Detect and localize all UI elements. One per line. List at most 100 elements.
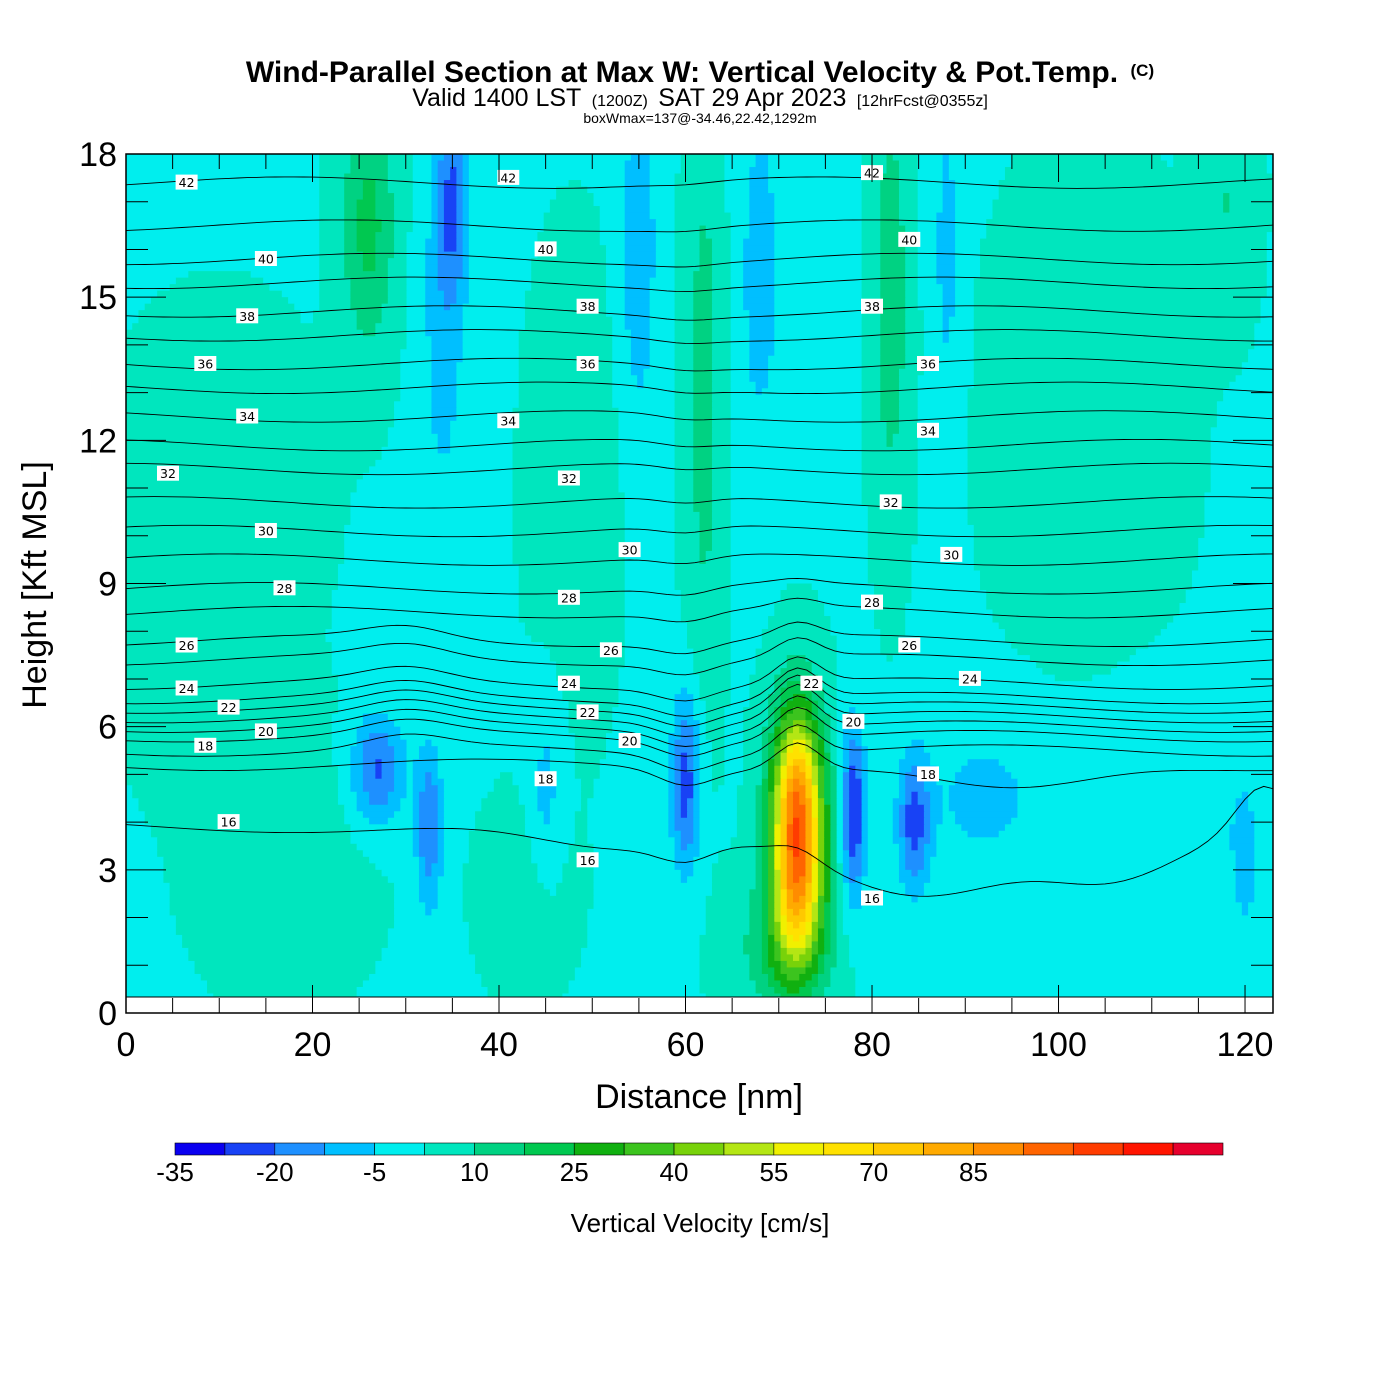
heatmap-cell [350,498,514,507]
heatmap-cell [693,472,713,480]
heatmap-cell [861,206,881,214]
theta-contour-24 [126,656,1273,702]
heatmap-cell [755,655,788,663]
heatmap-cell [400,349,433,357]
heatmap-cell [518,563,626,572]
heatmap-cell [842,733,863,741]
heatmap-cell [973,368,1243,376]
heatmap-cell [774,199,863,207]
heatmap-cell [587,186,626,194]
heatmap-cell [898,427,919,435]
heatmap-cell [786,882,807,890]
heatmap-cell [836,837,844,845]
heatmap-cell [412,186,433,194]
heatmap-cell [730,511,869,520]
heatmap-cell [699,785,713,793]
heatmap-cell [774,889,782,897]
heatmap-cell [867,544,913,552]
heatmap-cell [126,362,401,370]
heatmap-cell [437,889,464,897]
heatmap-cell [612,349,632,357]
heatmap-cell [126,167,320,175]
theta-label-box [576,356,599,371]
heatmap-cell [693,648,732,656]
theta-label-text: 22 [580,705,596,720]
heatmap-cell [693,310,713,318]
heatmap-cell [362,472,514,480]
heatmap-cell [711,271,732,279]
heatmap-cell [693,323,713,331]
heatmap-cell [450,427,514,435]
heatmap-cell [892,837,906,845]
heatmap-cell [512,518,626,526]
heatmap-cell [693,668,732,676]
heatmap-cell [680,590,732,598]
heatmap-cell [443,869,464,877]
theta-label-box [576,852,599,868]
heatmap-cell [649,284,676,292]
svg-text:Valid 1400 LST (1200Z): Valid 1400 LST (1200Z) SAT 29 Apr 2023 [… [412,84,988,112]
heatmap-cell [693,726,701,734]
heatmap-cell [693,759,701,767]
heatmap-cell [1210,485,1273,493]
heatmap-cell [693,772,701,780]
heatmap-cell [1248,798,1273,806]
heatmap-cell [674,401,694,409]
heatmap-cell [780,720,794,728]
heatmap-cell [911,739,925,747]
heatmap-cell [462,895,595,903]
heatmap-cell [755,817,763,825]
heatmap-cell [755,388,763,396]
heatmap-cell [992,616,1174,624]
heatmap-cell [518,583,626,591]
heatmap-cell [593,199,626,207]
heatmap-cell [830,785,838,793]
heatmap-cell [624,622,688,630]
heatmap-cell [730,446,863,454]
theta-label-text: 38 [864,299,880,314]
heatmap-cell [761,856,769,864]
heatmap-cell [830,616,875,624]
heatmap-cell [867,798,894,806]
theta-label-text: 20 [622,734,638,749]
heatmap-cell [805,798,813,806]
heatmap-cell [680,876,688,884]
theta-label-text: 40 [258,252,274,267]
heatmap-cell [387,941,470,949]
heatmap-cell [880,316,906,324]
heatmap-cell [1042,668,1112,676]
heatmap-cell [905,856,925,864]
heatmap-cell [512,459,620,467]
heatmap-cell [624,492,676,500]
heatmap-cell [774,726,782,734]
heatmap-cell [811,830,819,838]
theta-label: 22 [217,699,240,715]
heatmap-cell [319,206,345,214]
heatmap-cell [518,798,539,806]
heatmap-cell [126,329,364,337]
heatmap-cell [892,804,900,812]
heatmap-cell [387,167,414,175]
heatmap-cell [799,954,813,962]
heatmap-cell [693,863,713,871]
heatmap-cell [917,245,937,253]
heatmap-cell [350,824,414,832]
heatmap-cell [780,791,788,799]
heatmap-cell [524,817,545,825]
heatmap-cell [730,642,763,650]
heatmap-cell [805,746,813,754]
heatmap-cell [830,791,838,799]
heatmap-cell [1191,570,1273,578]
heatmap-cell [736,811,757,819]
heatmap-cell [687,720,701,728]
heatmap-cell [811,707,819,715]
heatmap-cell [880,635,900,643]
theta-label-text: 26 [179,638,195,653]
heatmap-cell [805,863,813,871]
heatmap-cell [605,303,626,311]
heatmap-cell [387,739,408,747]
heatmap-cell [456,173,464,181]
heatmap-cell [905,863,925,871]
heatmap-cell [830,882,838,890]
heatmap-cell [624,284,651,292]
